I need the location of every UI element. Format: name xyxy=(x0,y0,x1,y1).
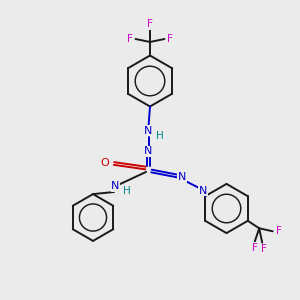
Text: N: N xyxy=(178,172,186,182)
Text: F: F xyxy=(261,244,267,254)
Text: F: F xyxy=(252,243,258,253)
Text: N: N xyxy=(144,146,152,157)
Text: F: F xyxy=(167,34,173,44)
Text: N: N xyxy=(111,181,120,191)
Text: H: H xyxy=(123,185,131,196)
Text: O: O xyxy=(100,158,109,169)
Text: N: N xyxy=(199,185,207,196)
Text: F: F xyxy=(127,34,133,44)
Text: F: F xyxy=(276,226,282,236)
Text: N: N xyxy=(144,125,152,136)
Text: F: F xyxy=(147,19,153,29)
Text: H: H xyxy=(156,130,164,141)
